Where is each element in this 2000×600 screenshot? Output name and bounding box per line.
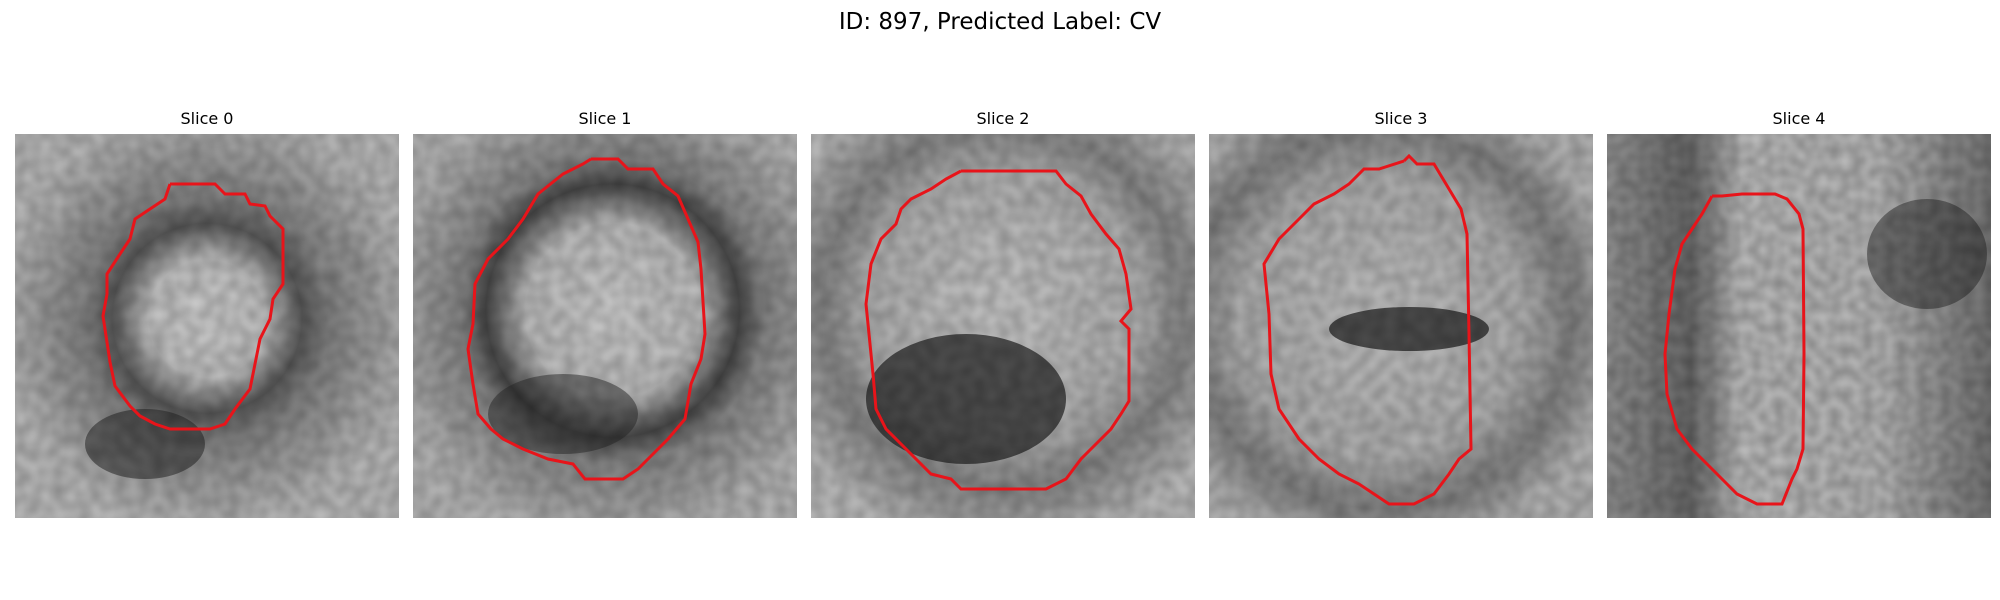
slice-title-2: Slice 2 xyxy=(976,109,1030,128)
noise-texture xyxy=(1607,134,1991,518)
slice-title-4: Slice 4 xyxy=(1772,109,1826,128)
red-outline-1 xyxy=(466,157,707,481)
slice-title-1: Slice 1 xyxy=(578,109,632,128)
red-outline-4 xyxy=(1663,192,1806,506)
noise-texture xyxy=(1209,134,1593,518)
slice-image-4 xyxy=(1607,134,1991,518)
figure-title: ID: 897, Predicted Label: CV xyxy=(838,9,1162,35)
red-outline-3 xyxy=(1262,153,1473,506)
slice-panel-3: Slice 3 xyxy=(1209,108,1593,518)
slice-panel-4: Slice 4 xyxy=(1607,108,1991,518)
noise-texture xyxy=(413,134,797,518)
slice-title-3: Slice 3 xyxy=(1374,109,1428,128)
red-outline-2 xyxy=(864,169,1133,491)
slice-image-2 xyxy=(811,134,1195,518)
slice-panel-1: Slice 1 xyxy=(413,108,797,518)
noise-texture xyxy=(811,134,1195,518)
slice-title-0: Slice 0 xyxy=(180,109,234,128)
slice-image-0 xyxy=(15,134,399,518)
slice-image-1 xyxy=(413,134,797,518)
red-outline-0 xyxy=(101,182,285,431)
slice-panel-0: Slice 0 xyxy=(15,108,399,518)
slice-image-3 xyxy=(1209,134,1593,518)
slice-panel-2: Slice 2 xyxy=(811,108,1195,518)
noise-texture xyxy=(15,134,399,518)
